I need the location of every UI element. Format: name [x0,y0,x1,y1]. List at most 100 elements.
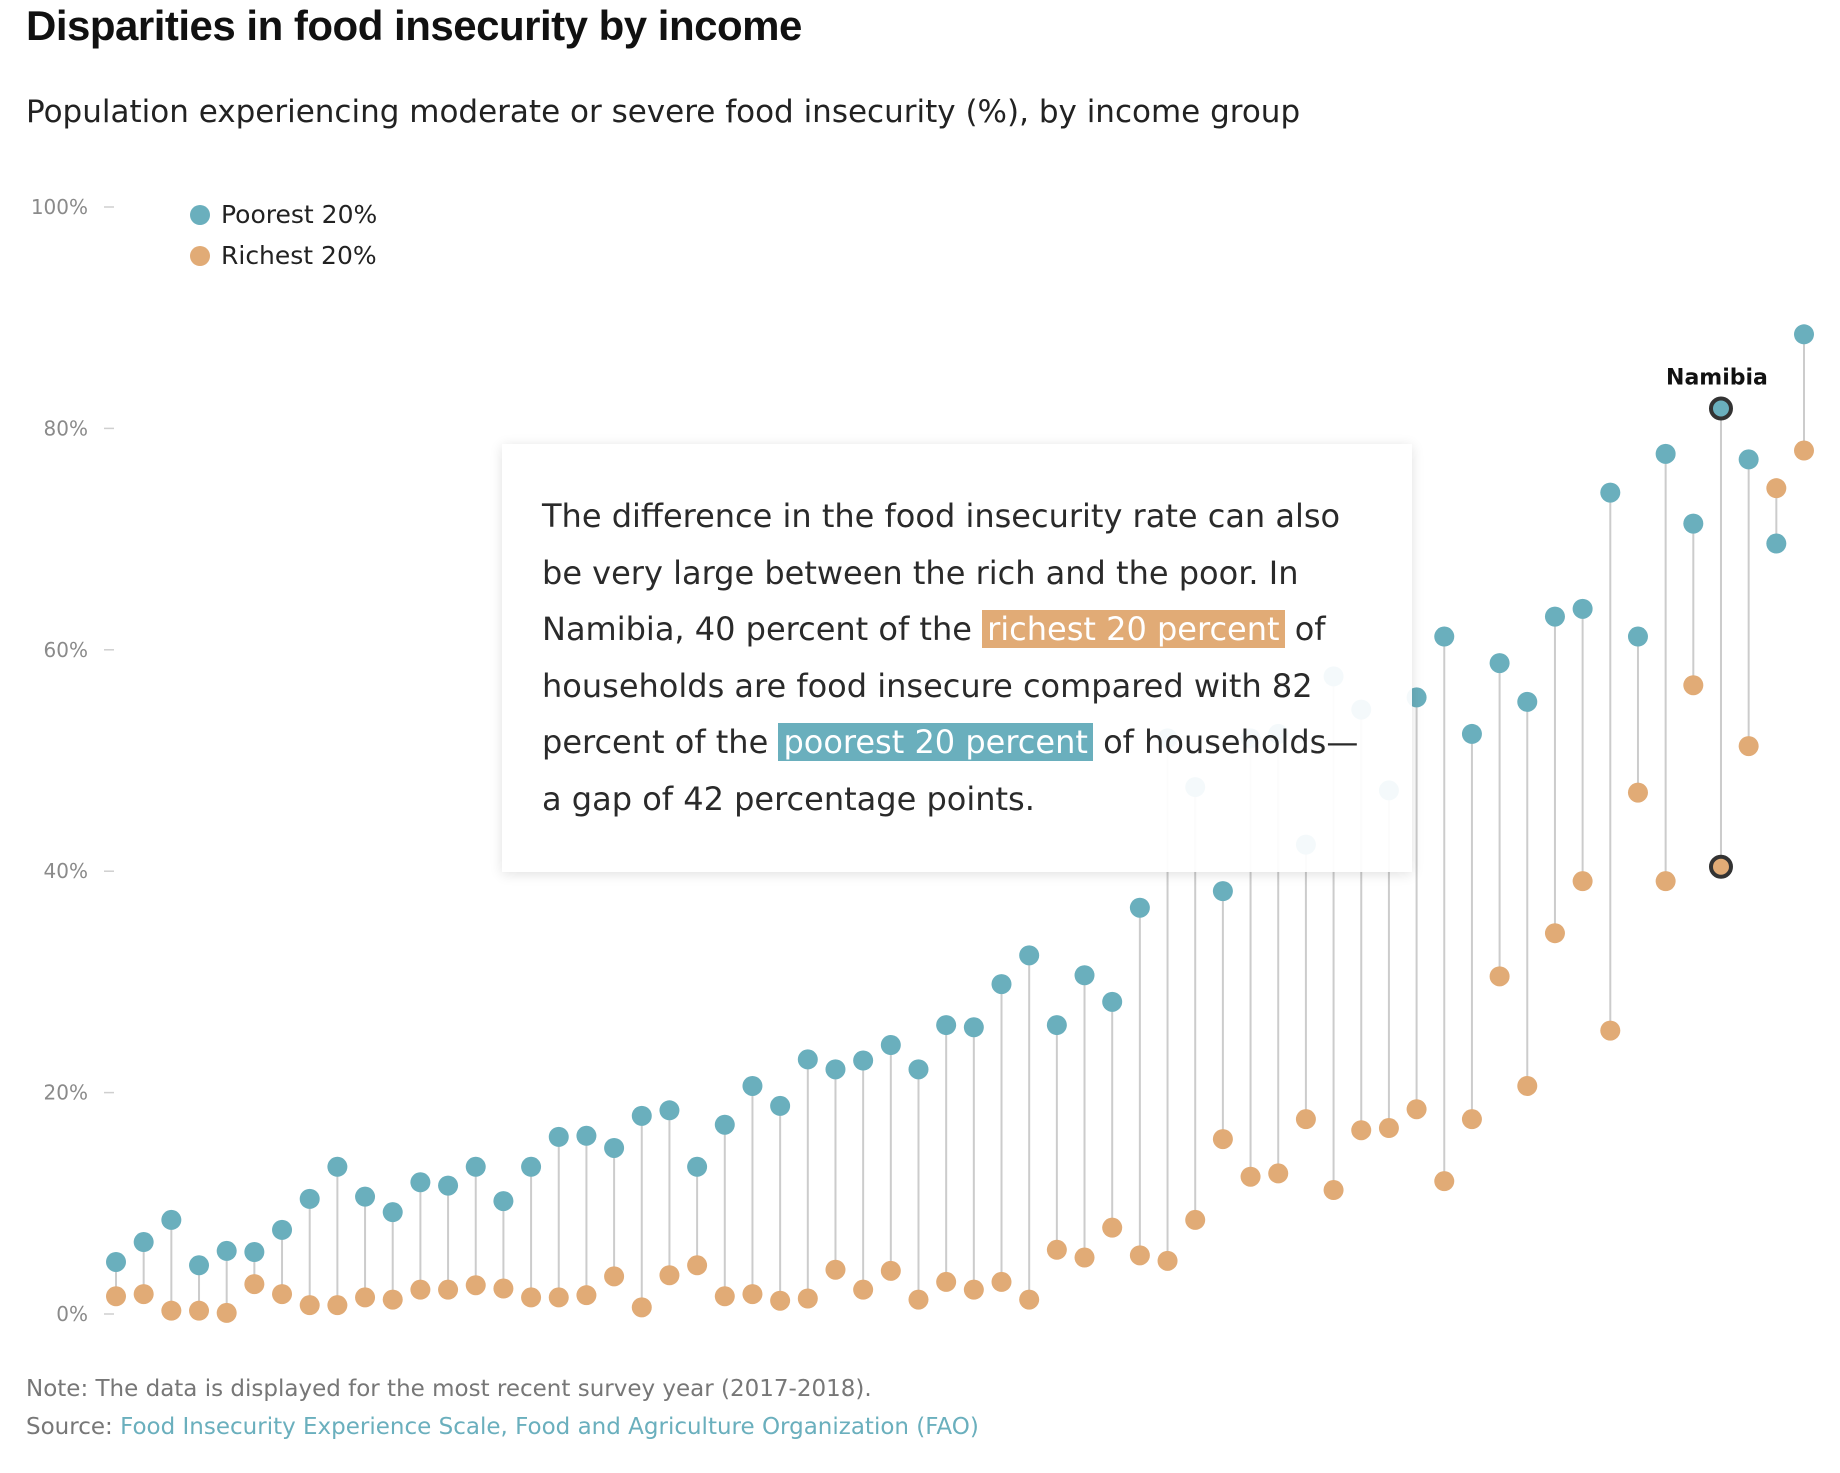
point-poorest [1129,897,1150,918]
point-poorest [355,1186,376,1207]
point-poorest [410,1172,431,1193]
point-poorest [659,1100,680,1121]
point-richest [1157,1250,1178,1271]
point-richest [1766,478,1787,499]
point-poorest [631,1105,652,1126]
point-poorest [1708,396,1733,421]
point-richest [576,1285,597,1306]
chart-subtitle: Population experiencing moderate or seve… [26,94,1301,130]
point-poorest [1517,691,1538,712]
point-richest [1323,1180,1344,1201]
point-poorest [770,1095,791,1116]
point-poorest [189,1255,210,1276]
point-richest [1295,1109,1316,1130]
point-richest [106,1286,126,1307]
point-richest [1074,1247,1095,1268]
point-richest [1738,736,1759,757]
point-richest [299,1295,320,1316]
source-link[interactable]: Food Insecurity Experience Scale, Food a… [120,1414,979,1440]
annotation-label: Namibia [1666,365,1768,390]
point-richest [1378,1118,1399,1139]
point-richest [1185,1209,1206,1230]
point-poorest [1046,1015,1067,1036]
point-richest [1434,1171,1455,1192]
point-poorest [438,1175,459,1196]
point-richest [659,1265,680,1286]
point-poorest [880,1034,901,1055]
point-poorest [1074,965,1095,986]
point-poorest [991,974,1012,995]
point-poorest [853,1050,874,1071]
point-richest [355,1287,376,1308]
point-richest [797,1288,818,1309]
point-poorest [1434,626,1455,647]
point-poorest [1544,606,1565,627]
callout-highlight-poorest: poorest 20 percent [778,723,1093,761]
point-richest [133,1284,154,1305]
point-richest [1655,871,1676,892]
legend: Poorest 20% Richest 20% [190,200,377,270]
point-richest [1517,1075,1538,1096]
point-richest [327,1295,348,1316]
point-richest [1406,1099,1427,1120]
point-richest [1683,675,1704,696]
point-richest [604,1266,625,1287]
point-richest [1600,1020,1621,1041]
y-tick-label: 40% [44,859,88,883]
callout-text-3: of households—a gap of 42 percentage poi… [542,723,1359,818]
point-richest [936,1271,957,1292]
point-richest [1351,1120,1372,1141]
point-poorest [604,1137,625,1158]
point-poorest [1738,449,1759,470]
point-poorest [1572,598,1593,619]
point-richest [631,1297,652,1318]
chart-source: Source: Food Insecurity Experience Scale… [26,1414,979,1440]
callout-highlight-richest: richest 20 percent [982,610,1285,648]
point-richest [244,1274,265,1295]
point-richest [1489,966,1510,987]
y-tick-label: 80% [44,416,88,440]
point-poorest [299,1188,320,1209]
point-poorest [908,1059,929,1080]
point-poorest [797,1049,818,1070]
point-richest [1240,1166,1261,1187]
point-poorest [714,1114,735,1135]
point-poorest [1212,881,1233,902]
point-poorest [244,1242,265,1263]
point-poorest [1461,723,1482,744]
point-poorest [493,1191,514,1212]
y-tick-label: 20% [44,1081,88,1105]
point-poorest [1655,443,1676,464]
point-richest [382,1289,403,1310]
point-poorest [521,1156,542,1177]
point-richest [410,1279,431,1300]
point-poorest [963,1017,984,1038]
point-poorest [382,1202,403,1223]
point-poorest [1627,626,1648,647]
point-richest [161,1300,182,1321]
point-richest [1129,1245,1150,1266]
source-prefix: Source: [26,1414,121,1440]
point-richest [465,1275,486,1296]
point-richest [548,1287,569,1308]
point-richest [272,1284,293,1305]
point-poorest [1600,482,1621,503]
chart-title: Disparities in food insecurity by income [26,2,802,49]
point-poorest [687,1156,708,1177]
point-richest [1794,440,1814,461]
point-richest [1019,1289,1040,1310]
point-poorest [465,1156,486,1177]
point-poorest [1766,533,1787,554]
point-poorest [133,1232,154,1253]
point-richest [189,1300,210,1321]
point-richest [1461,1109,1482,1130]
point-poorest [1102,991,1123,1012]
point-poorest [742,1075,763,1096]
point-richest [770,1290,791,1311]
point-richest [438,1279,459,1300]
legend-swatch-poorest [190,205,210,225]
point-poorest [1489,653,1510,674]
point-poorest [216,1240,237,1261]
point-poorest [106,1251,126,1272]
point-richest [991,1271,1012,1292]
